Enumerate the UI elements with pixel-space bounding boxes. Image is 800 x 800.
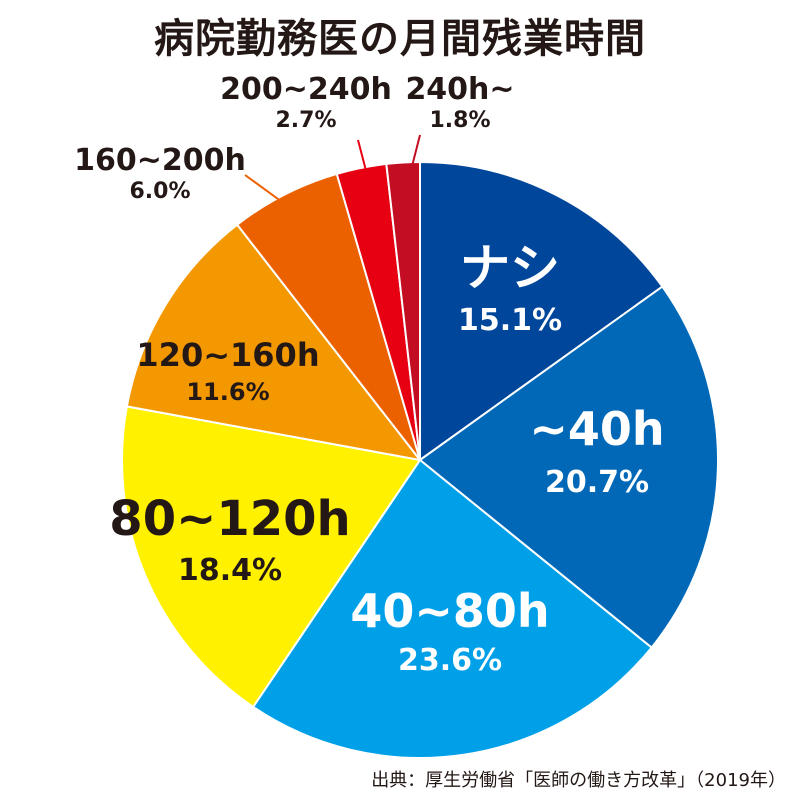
slice-percent-label: 15.1% — [458, 303, 562, 338]
pie-slice — [251, 458, 653, 759]
slice-percent-label: 18.4% — [178, 553, 282, 588]
chart-title: 病院勤務医の月間残業時間 — [154, 16, 646, 62]
slice-label: 40~80h — [350, 584, 549, 638]
leader-line — [407, 134, 421, 183]
slice-label: 120~160h — [136, 336, 319, 374]
pie-slice — [121, 405, 422, 709]
slice-label: ナシ — [460, 239, 560, 297]
pie-slice — [419, 160, 664, 462]
slice-label: 200~240h — [220, 72, 392, 107]
pie-slice — [125, 223, 423, 462]
slice-label: 160~200h — [74, 143, 246, 178]
slice-label: 80~120h — [109, 491, 350, 547]
pie-slice — [418, 285, 719, 649]
slice-percent-label: 23.6% — [398, 643, 502, 678]
leader-line — [357, 139, 371, 187]
slice-percent-label: 6.0% — [129, 179, 190, 204]
slice-percent-label: 2.7% — [275, 108, 336, 133]
slice-percent-label: 1.8% — [429, 108, 490, 133]
slice-percent-label: 11.6% — [186, 378, 269, 406]
pie-slice — [385, 160, 421, 461]
slice-label: ~40h — [529, 402, 664, 456]
slice-label: 240h~ — [405, 72, 514, 107]
slice-percent-label: 20.7% — [545, 465, 649, 500]
source-note: 出典：厚生労働省「医師の働き方改革」（2019年） — [371, 770, 786, 791]
leader-line — [244, 174, 301, 216]
